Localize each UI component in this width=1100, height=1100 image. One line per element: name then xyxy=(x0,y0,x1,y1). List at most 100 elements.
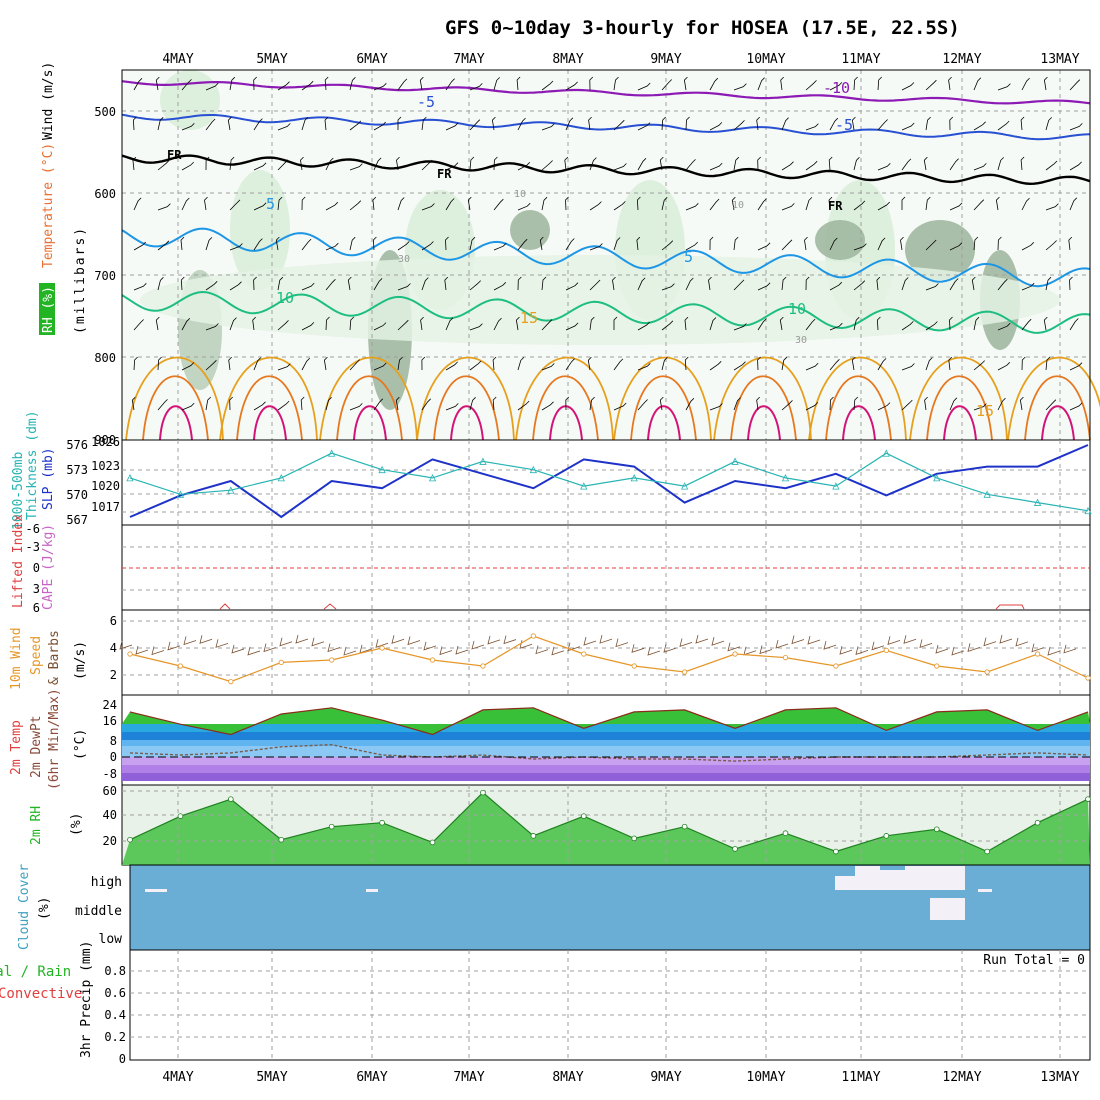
barb-0-4 xyxy=(133,241,146,251)
barb-10-5 xyxy=(373,278,383,291)
barb-11-0 xyxy=(397,78,408,91)
th-left-573: 573 xyxy=(66,463,88,477)
barb-4-7 xyxy=(228,356,232,371)
isotherm-25-arch-8 xyxy=(943,405,977,441)
top-date-8: 12MAY xyxy=(942,52,981,67)
barb-29-1 xyxy=(829,117,839,131)
upper-ylabel-temp: Temperature (°C) xyxy=(41,143,56,268)
barb-23-3 xyxy=(685,203,699,211)
barb-14-3 xyxy=(467,196,472,211)
contour-label-rh30a: 30 xyxy=(398,254,410,265)
contour-label-neg5-b: -5 xyxy=(835,116,853,134)
thickness-point-1 xyxy=(176,490,185,498)
barb-28-7 xyxy=(805,362,819,371)
bottom-date-7: 11MAY xyxy=(841,1070,880,1085)
barb-30-7 xyxy=(851,356,856,371)
wind10-barb-27 xyxy=(551,646,565,656)
wind10-barb-7 xyxy=(231,644,245,654)
wind10-point-4 xyxy=(329,657,335,663)
barb-9-5 xyxy=(347,276,352,291)
wind10-barb-33 xyxy=(647,646,661,656)
barb-9-8 xyxy=(349,403,363,411)
barb-25-0 xyxy=(733,83,747,91)
barb-7-6 xyxy=(301,322,315,331)
barb-27-3 xyxy=(781,203,795,211)
isotherm-25-arch-0 xyxy=(159,405,193,441)
barb-33-6 xyxy=(925,321,938,331)
temperature-contours xyxy=(121,80,1100,441)
isotherm-25-arch-9 xyxy=(1041,405,1075,441)
rh2m-point-11 xyxy=(681,823,688,830)
barb-30-6 xyxy=(853,316,860,331)
barb-8-6 xyxy=(325,316,330,331)
barb-16-2 xyxy=(517,162,531,171)
barb-7-1 xyxy=(301,117,309,131)
barb-23-5 xyxy=(685,277,694,291)
barb-20-4 xyxy=(613,237,621,251)
top-date-0: 4MAY xyxy=(162,52,193,67)
barb-13-4 xyxy=(445,236,449,251)
barb-31-2 xyxy=(877,163,891,171)
barb-39-2 xyxy=(1069,161,1082,171)
barb-22-6 xyxy=(661,320,674,331)
contour-label-fr-c: FR xyxy=(828,199,843,213)
barb-17-6 xyxy=(541,319,553,331)
upper-ytick-500: 500 xyxy=(94,105,116,119)
barb-14-1 xyxy=(469,119,481,131)
barb-29-2 xyxy=(828,156,833,171)
wind10-barb-8 xyxy=(247,646,261,656)
wind10-barb-46 xyxy=(855,646,869,656)
barb-18-4 xyxy=(565,238,575,251)
barb-6-2 xyxy=(277,159,289,171)
barb-31-0 xyxy=(877,76,882,91)
barb-17-0 xyxy=(541,80,554,91)
barb-16-4 xyxy=(517,238,528,251)
rh-blob-10 xyxy=(140,255,1060,345)
barb-37-0 xyxy=(1021,77,1030,91)
w-tick-4: 4 xyxy=(110,641,117,655)
barb-21-5 xyxy=(637,277,646,291)
barb-20-3 xyxy=(613,201,626,211)
rh2m-point-15 xyxy=(883,833,890,839)
wind10-point-7 xyxy=(480,663,486,669)
wind10-point-11 xyxy=(682,669,688,675)
barb-7-4 xyxy=(301,238,312,251)
wind10-point-0 xyxy=(127,651,133,657)
barb-15-0 xyxy=(493,77,500,91)
barb-39-4 xyxy=(1068,236,1073,251)
barb-0-3 xyxy=(133,197,142,211)
wind10-barb-45 xyxy=(839,646,853,655)
t-tick-neg8: -8 xyxy=(103,767,117,781)
wind10-point-10 xyxy=(631,663,637,669)
barb-12-7 xyxy=(421,356,426,371)
barb-27-7 xyxy=(781,356,788,371)
barb-24-0 xyxy=(709,77,719,91)
barb-38-1 xyxy=(1045,117,1052,131)
barb-13-5 xyxy=(444,276,449,291)
th-right-1017: 1017 xyxy=(91,500,120,514)
barb-16-3 xyxy=(517,202,531,211)
barb-2-5 xyxy=(180,276,185,291)
isotherm-20-arch-5 xyxy=(630,375,697,441)
barb-15-3 xyxy=(493,198,504,211)
isotherm-15-arch-3 xyxy=(416,356,515,441)
barb-29-8 xyxy=(829,396,834,411)
wind10-barb-31 xyxy=(615,638,629,648)
barb-18-5 xyxy=(565,282,579,291)
wind10-barb-24 xyxy=(503,635,517,645)
barb-30-4 xyxy=(853,243,867,251)
upper-grid xyxy=(122,70,1090,440)
thickness-point-11 xyxy=(680,482,689,490)
wind-barbs xyxy=(131,76,1083,411)
barb-29-3 xyxy=(828,196,833,211)
li-tick-6: 6 xyxy=(33,601,40,615)
barb-2-6 xyxy=(181,318,191,331)
barb-19-8 xyxy=(589,396,595,411)
wind10-barb-18 xyxy=(407,636,421,646)
barb-12-6 xyxy=(420,316,424,331)
rh2m-point-5 xyxy=(379,819,385,826)
barb-31-7 xyxy=(877,358,887,371)
barb-38-8 xyxy=(1045,399,1057,411)
barb-8-1 xyxy=(324,116,329,131)
thickness-point-0 xyxy=(126,473,134,482)
